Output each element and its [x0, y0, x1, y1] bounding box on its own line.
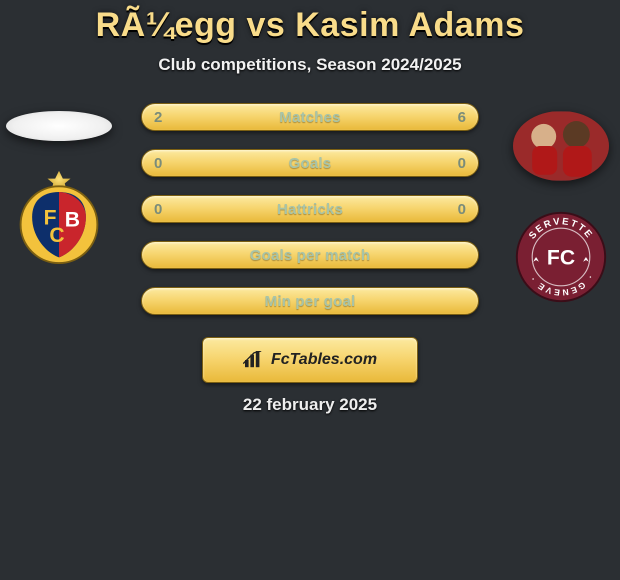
stat-bars: 2 Matches 6 0 Goals 0 0 Hattricks 0 Goal…	[141, 103, 479, 315]
date-line: 22 february 2025	[0, 395, 620, 415]
content-row: F C B 2 Matches 6 0 Goals 0 0 Hattricks …	[0, 103, 620, 315]
player-photo-icon	[513, 111, 609, 181]
player-photo-right	[513, 111, 609, 181]
stat-left-value: 0	[154, 196, 162, 224]
club-badge-icon: SERVETTE · GENEVE · FC	[513, 209, 609, 305]
site-badge[interactable]: FcTables.com	[202, 337, 418, 383]
svg-text:B: B	[65, 209, 80, 232]
stat-bar-goals: 0 Goals 0	[141, 149, 479, 177]
comparison-card: RÃ¼egg vs Kasim Adams Club competitions,…	[0, 0, 620, 415]
stat-left-value: 0	[154, 150, 162, 178]
stat-bar-goals-per-match: Goals per match	[141, 241, 479, 269]
svg-text:C: C	[49, 224, 64, 247]
right-column: SERVETTE · GENEVE · FC	[506, 103, 616, 305]
stat-bar-hattricks: 0 Hattricks 0	[141, 195, 479, 223]
shield-icon: F C B	[11, 169, 107, 265]
stat-right-value: 0	[458, 150, 466, 178]
stat-label: Matches	[279, 109, 340, 126]
stat-right-value: 0	[458, 196, 466, 224]
club-logo-left: F C B	[11, 169, 107, 265]
stat-left-value: 2	[154, 104, 162, 132]
stat-label: Goals	[289, 155, 332, 172]
subtitle: Club competitions, Season 2024/2025	[0, 55, 620, 75]
stat-label: Hattricks	[277, 201, 343, 218]
svg-text:FC: FC	[547, 247, 575, 270]
stat-label: Min per goal	[265, 293, 356, 310]
stat-label: Goals per match	[250, 247, 371, 264]
player-placeholder-left	[6, 111, 112, 141]
club-logo-right: SERVETTE · GENEVE · FC	[513, 209, 609, 305]
bar-chart-icon	[243, 351, 265, 369]
stat-right-value: 6	[458, 104, 466, 132]
stat-bar-matches: 2 Matches 6	[141, 103, 479, 131]
page-title: RÃ¼egg vs Kasim Adams	[0, 6, 620, 45]
left-column: F C B	[4, 103, 114, 265]
stat-bar-min-per-goal: Min per goal	[141, 287, 479, 315]
site-badge-label: FcTables.com	[271, 351, 377, 369]
